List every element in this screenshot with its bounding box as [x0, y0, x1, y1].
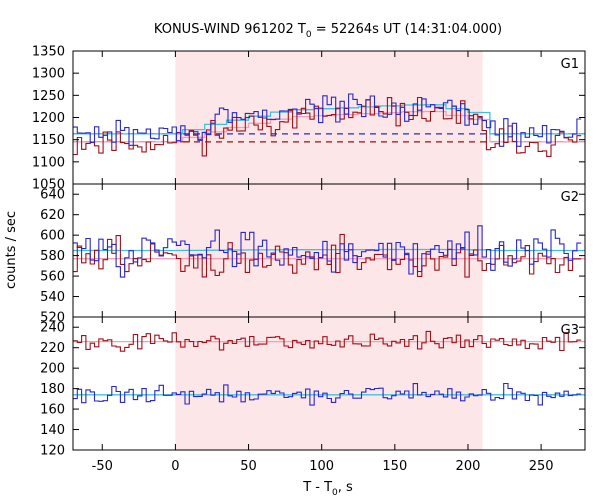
y-tick-label: 620 — [40, 208, 65, 223]
y-axis-label: counts / sec — [4, 211, 19, 289]
x-axis-label: T - T0, s — [302, 480, 353, 498]
y-tick-label: 240 — [40, 321, 65, 336]
y-tick-label: 1150 — [32, 133, 65, 148]
y-tick-label: 580 — [40, 249, 65, 264]
fit-curve — [73, 110, 585, 143]
y-tick-label: 560 — [40, 270, 65, 285]
y-tick-label: 180 — [40, 382, 65, 397]
y-tick-label: 640 — [40, 188, 65, 203]
y-tick-label: 1300 — [32, 67, 65, 82]
y-tick-label: 1250 — [32, 89, 65, 104]
shaded-interval-panel-3 — [175, 317, 483, 450]
x-tick-label: -50 — [92, 459, 113, 474]
panel-label-g3: G3 — [561, 323, 579, 338]
panel-label-g2: G2 — [561, 190, 579, 205]
y-tick-label: 160 — [40, 403, 65, 418]
x-tick-label: 0 — [171, 459, 179, 474]
series-line-blue — [73, 382, 582, 406]
y-tick-label: 1200 — [32, 111, 65, 126]
y-tick-label: 200 — [40, 362, 65, 377]
x-tick-label: 200 — [456, 459, 481, 474]
y-tick-label: 600 — [40, 229, 65, 244]
y-tick-label: 140 — [40, 423, 65, 438]
y-tick-label: 540 — [40, 290, 65, 305]
panel-g3-frame — [72, 316, 586, 451]
y-tick-label: 220 — [40, 341, 65, 356]
series-line-blue — [73, 93, 582, 147]
x-tick-label: 150 — [382, 459, 407, 474]
y-tick-label: 1100 — [32, 155, 65, 170]
panel-label-g1: G1 — [561, 57, 579, 72]
series-line-blue — [73, 225, 582, 278]
panel-g1-plot — [73, 93, 585, 157]
y-tick-label: 1050 — [32, 178, 65, 193]
shaded-interval-panel-1 — [175, 51, 483, 184]
y-tick-label: 520 — [40, 311, 65, 326]
panel-g3-plot — [73, 330, 585, 406]
x-tick-label: 100 — [309, 459, 334, 474]
y-tick-label: 1350 — [32, 45, 65, 60]
y-tick-label: 120 — [40, 444, 65, 459]
x-tick-label: 250 — [529, 459, 554, 474]
series-line-red — [73, 96, 582, 157]
chart-title: KONUS-WIND 961202 T0 = 52264s UT (14:31:… — [154, 22, 502, 40]
series-line-red — [73, 330, 582, 352]
panel-g2-plot — [73, 225, 585, 278]
x-tick-label: 50 — [240, 459, 257, 474]
